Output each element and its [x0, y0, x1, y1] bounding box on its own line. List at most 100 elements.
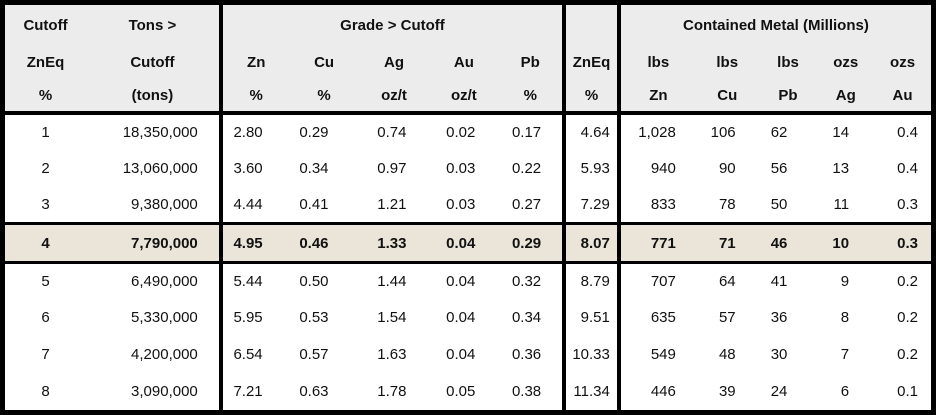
cell-au: 0.04: [429, 299, 499, 337]
header-cutoff-line2: ZnEq: [5, 45, 87, 80]
table-row: 6 5,330,000 5.95 0.53 1.54 0.04 0.34 9.51 635 57 3…: [5, 299, 931, 337]
header-lbs-cu-line1: lbs: [695, 45, 759, 80]
table-row: 3 9,380,000 4.44 0.41 1.21 0.03 0.27 7.29 833 78 5…: [5, 186, 931, 224]
cell-ozs-ag: 10: [817, 222, 875, 265]
header-ag-unit: oz/t: [358, 80, 430, 115]
header-pb-unit: %: [498, 80, 565, 115]
header-zneq-line2: ZnEq: [562, 45, 619, 80]
cell-lbs-cu: 78: [695, 186, 759, 224]
header-row-1: Cutoff Tons > Grade > Cutoff Contained M…: [5, 5, 931, 45]
cell-ozs-au: 0.4: [874, 113, 931, 150]
cell-lbs-cu: 39: [695, 373, 759, 410]
cell-tons: 9,380,000: [86, 186, 221, 224]
cell-zneq: 11.34: [562, 373, 619, 410]
cell-lbs-pb: 56: [758, 149, 818, 187]
header-tons-line1: Tons >: [86, 5, 221, 45]
cell-cu: 0.53: [289, 299, 359, 337]
cell-lbs-pb: 62: [758, 113, 818, 150]
table-row: 7 4,200,000 6.54 0.57 1.63 0.04 0.36 10.33 549 48…: [5, 336, 931, 374]
cell-lbs-zn: 1,028: [616, 113, 696, 150]
cell-tons: 3,090,000: [86, 373, 221, 410]
cell-zneq: 8.07: [562, 222, 619, 265]
header-cutoff-line3: %: [5, 80, 87, 115]
cell-cu: 0.57: [289, 336, 359, 374]
header-metal-group: Contained Metal (Millions): [616, 5, 931, 45]
cell-pb: 0.34: [498, 299, 565, 337]
cell-pb: 0.36: [498, 336, 565, 374]
cell-ozs-au: 0.2: [874, 336, 931, 374]
cell-ozs-au: 0.3: [874, 222, 931, 265]
cell-ozs-au: 0.2: [874, 262, 931, 300]
cell-zn: 7.21: [218, 373, 290, 410]
header-tons-line2: Cutoff: [86, 45, 221, 80]
cell-zn: 4.95: [218, 222, 290, 265]
cell-zneq: 5.93: [562, 149, 619, 187]
cell-tons: 5,330,000: [86, 299, 221, 337]
cell-lbs-cu: 106: [695, 113, 759, 150]
cell-cutoff: 2: [5, 149, 87, 187]
cell-lbs-pb: 50: [758, 186, 818, 224]
cell-ozs-au: 0.2: [874, 299, 931, 337]
cell-ag: 0.97: [358, 149, 430, 187]
cell-lbs-zn: 833: [616, 186, 696, 224]
header-ozs-ag-line2: Ag: [817, 80, 875, 115]
header-lbs-pb-line1: lbs: [758, 45, 818, 80]
cell-lbs-zn: 446: [616, 373, 696, 410]
header-cu: Cu: [289, 45, 359, 80]
cell-lbs-cu: 48: [695, 336, 759, 374]
cell-ag: 1.63: [358, 336, 430, 374]
header-cutoff-line1: Cutoff: [5, 5, 87, 45]
cell-ozs-au: 0.3: [874, 186, 931, 224]
cell-ozs-ag: 13: [817, 149, 875, 187]
cell-zneq: 4.64: [562, 113, 619, 150]
cell-tons: 13,060,000: [86, 149, 221, 187]
cell-tons: 18,350,000: [86, 113, 221, 150]
cell-pb: 0.17: [498, 113, 565, 150]
cell-ozs-ag: 11: [817, 186, 875, 224]
cell-lbs-zn: 549: [616, 336, 696, 374]
cell-ag: 1.54: [358, 299, 430, 337]
cutoff-grade-table: Cutoff Tons > Grade > Cutoff Contained M…: [5, 5, 931, 410]
cell-tons: 4,200,000: [86, 336, 221, 374]
cell-lbs-pb: 24: [758, 373, 818, 410]
cell-au: 0.03: [429, 149, 499, 187]
cell-zneq: 7.29: [562, 186, 619, 224]
cell-pb: 0.27: [498, 186, 565, 224]
cell-ag: 1.78: [358, 373, 430, 410]
header-grade-group: Grade > Cutoff: [218, 5, 565, 45]
header-ozs-ag-line1: ozs: [817, 45, 875, 80]
cell-cu: 0.46: [289, 222, 359, 265]
cell-au: 0.05: [429, 373, 499, 410]
header-pb: Pb: [498, 45, 565, 80]
cell-zn: 4.44: [218, 186, 290, 224]
cell-cu: 0.29: [289, 113, 359, 150]
cell-pb: 0.32: [498, 262, 565, 300]
cell-tons: 7,790,000: [86, 222, 221, 265]
header-zn: Zn: [218, 45, 290, 80]
cell-lbs-cu: 57: [695, 299, 759, 337]
cell-cutoff: 5: [5, 262, 87, 300]
header-ozs-au-line1: ozs: [874, 45, 931, 80]
cell-ozs-ag: 14: [817, 113, 875, 150]
header-zneq-spacer: [562, 5, 619, 45]
cell-lbs-pb: 36: [758, 299, 818, 337]
header-cu-unit: %: [289, 80, 359, 115]
cell-au: 0.04: [429, 336, 499, 374]
header-lbs-zn-line1: lbs: [616, 45, 696, 80]
cell-ag: 1.44: [358, 262, 430, 300]
header-ag: Ag: [358, 45, 430, 80]
header-zneq-line3: %: [562, 80, 619, 115]
cell-cu: 0.63: [289, 373, 359, 410]
cell-lbs-pb: 41: [758, 262, 818, 300]
cell-cu: 0.50: [289, 262, 359, 300]
cell-zn: 6.54: [218, 336, 290, 374]
cell-au: 0.03: [429, 186, 499, 224]
cell-zn: 2.80: [218, 113, 290, 150]
cell-cu: 0.41: [289, 186, 359, 224]
cell-cutoff: 1: [5, 113, 87, 150]
header-ozs-au-line2: Au: [874, 80, 931, 115]
table-row: 5 6,490,000 5.44 0.50 1.44 0.04 0.32 8.79 707 64 4…: [5, 262, 931, 300]
cell-ag: 0.74: [358, 113, 430, 150]
table-row: 2 13,060,000 3.60 0.34 0.97 0.03 0.22 5.93 940 90…: [5, 149, 931, 187]
cell-lbs-pb: 46: [758, 222, 818, 265]
